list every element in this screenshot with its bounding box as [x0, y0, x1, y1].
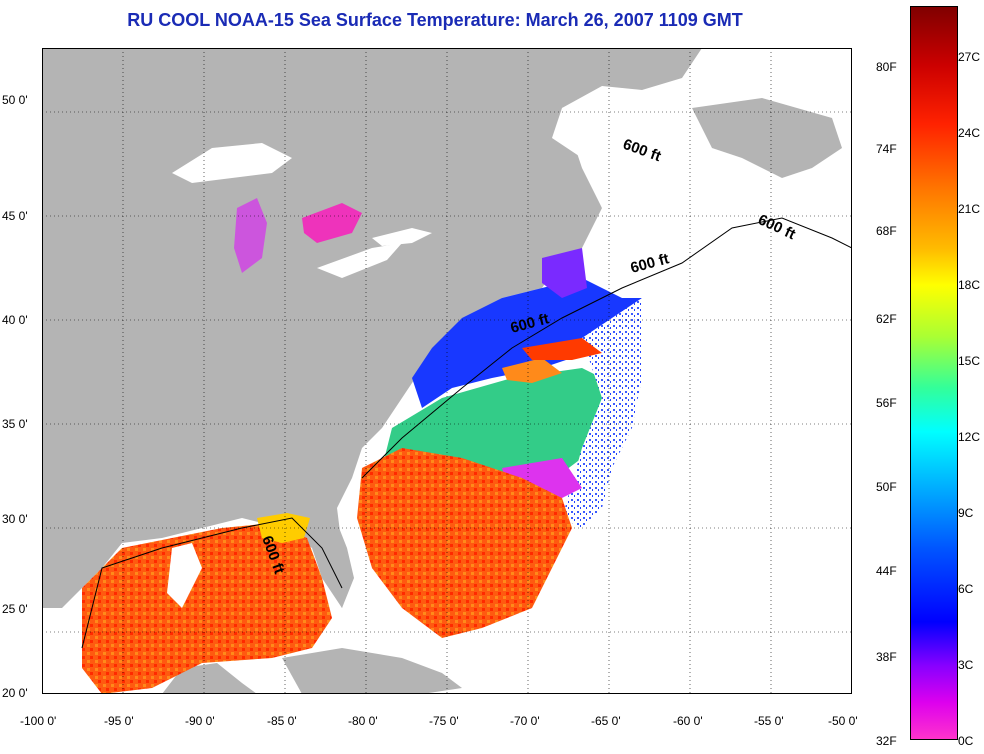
x-tick-80: -80 0' — [348, 714, 378, 728]
map-grid — [42, 48, 852, 694]
y-tick-45: 45 0' — [2, 209, 28, 223]
land-north-america — [42, 48, 702, 608]
orange-eddy — [502, 358, 562, 383]
y-tick-50: 50 0' — [2, 93, 28, 107]
x-tick-50: -50 0' — [828, 714, 858, 728]
colorbar-c-0: 0C — [958, 734, 974, 748]
colorbar-c-12: 12C — [958, 430, 981, 444]
speckled-offshore — [562, 298, 642, 528]
y-tick-30: 30 0' — [2, 512, 28, 526]
colorbar-f-80: 80F — [876, 60, 897, 74]
cloud-patch-gulf — [167, 543, 202, 608]
colorbar-c-21: 21C — [958, 202, 981, 216]
x-tick-55: -55 0' — [754, 714, 784, 728]
florida-peninsula — [310, 510, 354, 608]
y-tick-40: 40 0' — [2, 313, 28, 327]
red-filament — [522, 338, 602, 360]
colorbar-f-50: 50F — [876, 480, 897, 494]
colorbar-f-44: 44F — [876, 564, 897, 578]
map-frame — [42, 48, 852, 694]
colorbar-c-15: 15C — [958, 354, 981, 368]
x-tick-100: -100 0' — [20, 714, 57, 728]
land-newfoundland — [692, 98, 842, 178]
x-tick-95: -95 0' — [104, 714, 134, 728]
lake-superior — [172, 143, 292, 183]
temperature-colorbar — [910, 6, 958, 740]
colorbar-f-68: 68F — [876, 224, 897, 238]
x-tick-65: -65 0' — [591, 714, 621, 728]
colorbar-c-27: 27C — [958, 50, 981, 64]
sst-map: 600 ft 600 ft 600 ft 600 ft 600 ft — [42, 48, 852, 694]
cold-shelf-water — [412, 278, 642, 408]
colorbar-c-6: 6C — [958, 582, 974, 596]
colorbar-c-9: 9C — [958, 506, 974, 520]
x-tick-70: -70 0' — [510, 714, 540, 728]
warm-gulf-of-mexico — [82, 523, 332, 694]
gulf-st-lawrence — [562, 88, 702, 208]
lake-erie — [317, 243, 402, 278]
colorbar-f-38: 38F — [876, 650, 897, 664]
purple-patch — [542, 248, 587, 298]
colorbar-f-32: 32F — [876, 734, 897, 748]
colorbar-c-18: 18C — [958, 278, 981, 292]
lake-ontario — [372, 228, 432, 246]
x-tick-90: -90 0' — [185, 714, 215, 728]
lake-huron — [302, 203, 362, 243]
y-tick-20: 20 0' — [2, 686, 28, 700]
colorbar-c-24: 24C — [958, 126, 981, 140]
lake-michigan — [234, 198, 267, 273]
x-tick-60: -60 0' — [673, 714, 703, 728]
x-tick-75: -75 0' — [429, 714, 459, 728]
y-tick-25: 25 0' — [2, 602, 28, 616]
land-cuba — [282, 648, 462, 694]
colorbar-f-62: 62F — [876, 312, 897, 326]
x-tick-85: -85 0' — [267, 714, 297, 728]
colorbar-c-3: 3C — [958, 658, 974, 672]
colorbar-f-74: 74F — [876, 142, 897, 156]
y-tick-35: 35 0' — [2, 417, 28, 431]
map-title: RU COOL NOAA-15 Sea Surface Temperature:… — [127, 10, 743, 30]
yellow-shelf-waters — [257, 513, 310, 543]
warm-atlantic — [357, 448, 572, 638]
colorbar-f-56: 56F — [876, 396, 897, 410]
